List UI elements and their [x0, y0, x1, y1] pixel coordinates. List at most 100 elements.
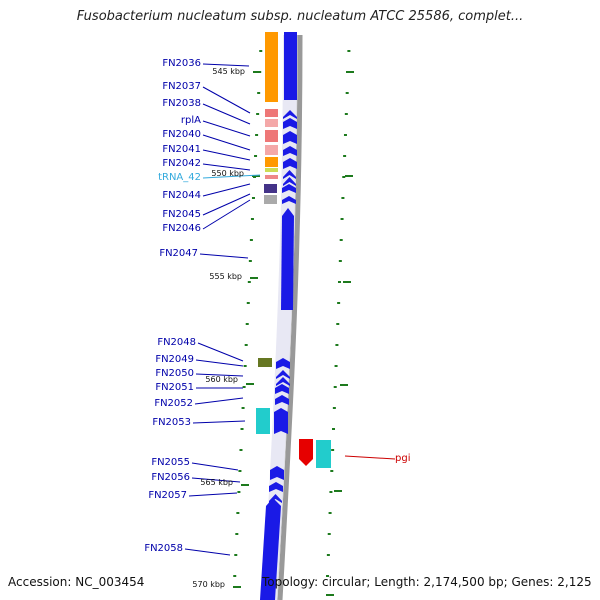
gene-label-fn2047[interactable]: FN2047 — [159, 248, 198, 259]
tick-mark — [247, 281, 251, 283]
gene-label-fn2037[interactable]: FN2037 — [162, 81, 201, 92]
major-tick — [343, 281, 351, 283]
major-tick — [326, 594, 334, 596]
topology-summary-text: Topology: circular; Length: 2,174,500 bp… — [262, 575, 592, 589]
tick-mark — [238, 470, 242, 472]
cds-reverse-block — [265, 119, 278, 127]
scale-label: 570 kbp — [192, 580, 225, 589]
leader-line — [191, 462, 239, 471]
leader-line — [199, 253, 249, 259]
gene-label-fn2042[interactable]: FN2042 — [162, 158, 201, 169]
cds-forward-arrow — [276, 358, 290, 369]
cds-forward-arrow — [269, 482, 283, 492]
cds-forward-arrow — [260, 498, 281, 600]
tick-mark — [235, 533, 239, 535]
cds-forward-arrow — [283, 131, 297, 144]
tick-mark — [259, 50, 263, 52]
tick-mark — [242, 386, 246, 388]
gene-label-fn2052[interactable]: FN2052 — [154, 398, 193, 409]
cds-chevron — [283, 170, 296, 179]
gene-label-trna-42[interactable]: tRNA_42 — [158, 172, 201, 183]
major-tick — [233, 586, 241, 588]
leader-line — [202, 199, 251, 230]
tick-mark — [234, 554, 238, 556]
gene-label-rpla[interactable]: rplA — [181, 115, 201, 126]
gene-label-fn2058[interactable]: FN2058 — [144, 543, 183, 554]
tick-mark — [326, 554, 330, 556]
tick-mark — [337, 281, 341, 283]
tick-mark — [334, 365, 338, 367]
gene-label-fn2040[interactable]: FN2040 — [162, 129, 201, 140]
cds-chevron — [276, 377, 290, 386]
major-tick — [252, 175, 260, 177]
scale-label: 560 kbp — [205, 375, 238, 384]
cds-chevron — [283, 177, 296, 186]
leader-line — [202, 163, 251, 171]
tick-mark — [337, 302, 341, 304]
cds-forward-arrow — [283, 118, 297, 129]
tick-mark — [233, 575, 237, 577]
label-leaders — [184, 63, 396, 556]
major-tick — [346, 71, 354, 73]
gene-label-fn2045[interactable]: FN2045 — [162, 209, 201, 220]
gene-label-fn2056[interactable]: FN2056 — [151, 472, 190, 483]
tick-mark — [240, 428, 244, 430]
feature-track — [256, 32, 331, 600]
gene-label-fn2057[interactable]: FN2057 — [148, 490, 187, 501]
cds-forward-arrow — [270, 466, 284, 480]
leader-line — [202, 193, 251, 216]
gene-label-fn2044[interactable]: FN2044 — [162, 190, 201, 201]
major-tick — [340, 384, 348, 386]
leader-line — [191, 477, 241, 483]
gene-label-fn2051[interactable]: FN2051 — [155, 382, 194, 393]
gene-label-fn2055[interactable]: FN2055 — [151, 457, 190, 468]
tick-mark — [245, 323, 249, 325]
major-tick — [345, 175, 353, 177]
gene-label-pgi[interactable]: pgi — [395, 453, 410, 464]
gene-label-fn2048[interactable]: FN2048 — [157, 337, 196, 348]
cds-forward-arrow — [275, 384, 289, 394]
tick-mark — [248, 260, 252, 262]
gene-label-fn2046[interactable]: FN2046 — [162, 223, 201, 234]
tick-mark — [338, 260, 342, 262]
cds-forward-arrow — [283, 158, 297, 169]
tick-mark — [344, 113, 348, 115]
tick-mark — [328, 512, 332, 514]
cds-chevron — [276, 370, 290, 379]
tick-mark — [340, 218, 344, 220]
leader-line — [194, 397, 244, 405]
gene-label-fn2038[interactable]: FN2038 — [162, 98, 201, 109]
tick-mark — [246, 302, 250, 304]
tick-mark — [339, 239, 343, 241]
gene-label-fn2041[interactable]: FN2041 — [162, 144, 201, 155]
cds-chevron — [283, 110, 297, 119]
gene-label-fn2049[interactable]: FN2049 — [155, 354, 194, 365]
tick-mark — [341, 197, 345, 199]
major-tick — [246, 383, 254, 385]
cds-forward-arrow — [275, 395, 289, 405]
cds-reverse-block — [258, 358, 272, 367]
tick-mark — [332, 428, 336, 430]
gene-label-fn2036[interactable]: FN2036 — [162, 58, 201, 69]
tick-mark — [342, 176, 346, 178]
cds-forward-arrow — [283, 146, 297, 156]
pgi-arrow — [299, 439, 313, 466]
tick-mark — [336, 323, 340, 325]
leader-line — [202, 174, 261, 179]
cds-reverse-block — [265, 175, 278, 179]
gene-label-fn2053[interactable]: FN2053 — [152, 417, 191, 428]
leader-line — [202, 63, 250, 67]
tick-mark — [254, 155, 258, 157]
tick-mark — [250, 218, 254, 220]
tick-mark — [335, 344, 339, 346]
trna-block — [265, 168, 278, 172]
leader-line — [202, 103, 251, 125]
leader-line — [184, 548, 231, 556]
tick-mark — [239, 449, 243, 451]
gene-label-fn2050[interactable]: FN2050 — [155, 368, 194, 379]
leader-line — [195, 373, 244, 377]
leader-line — [197, 342, 244, 362]
leader-line — [195, 359, 244, 367]
cds-forward-arrow — [281, 208, 294, 310]
